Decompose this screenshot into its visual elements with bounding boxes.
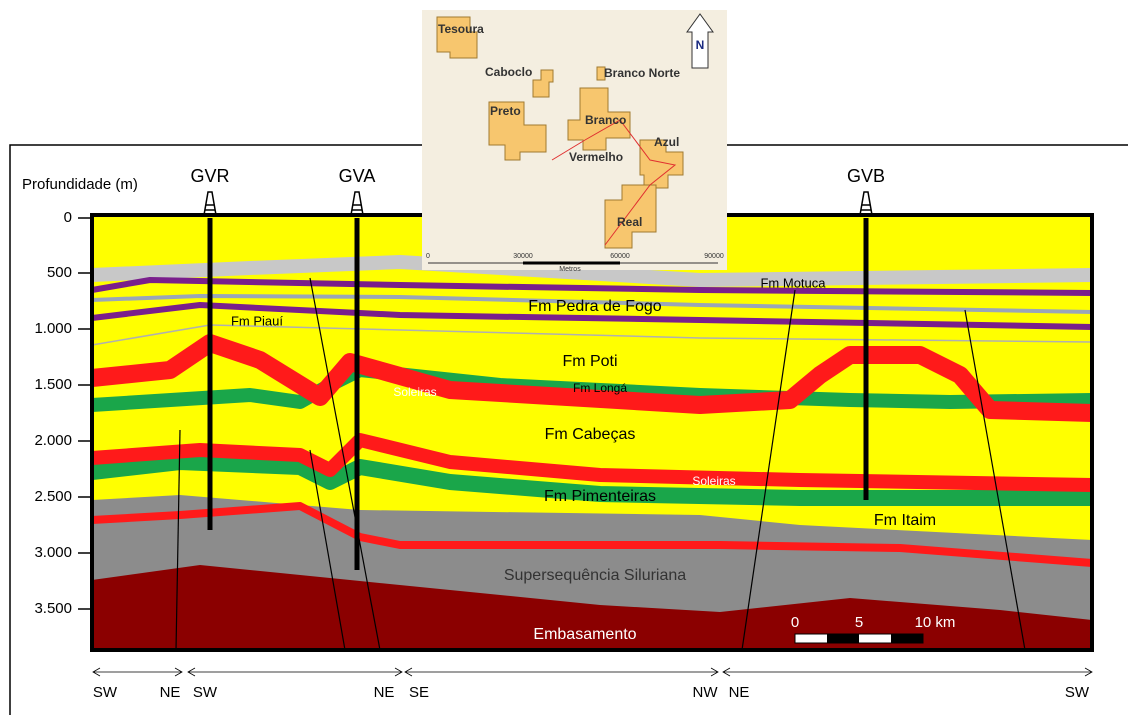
tick-label: 2.000 xyxy=(34,432,72,449)
direction-label: SW xyxy=(93,684,118,701)
formation-label: Soleiras xyxy=(692,474,735,488)
map-scale-label: 0 xyxy=(426,253,430,260)
map-scale-unit: Metros xyxy=(559,266,581,273)
field-label: Branco Norte xyxy=(604,66,680,80)
tick-label: 2.500 xyxy=(34,488,72,505)
well-label: GVB xyxy=(847,166,885,186)
tick-label: 1.500 xyxy=(34,376,72,393)
formation-label: Fm Poti xyxy=(562,353,617,370)
tick-label: 3.000 xyxy=(34,544,72,561)
axis-title: Profundidade (m) xyxy=(22,176,138,193)
field-label: Preto xyxy=(490,104,521,118)
field-label: Caboclo xyxy=(485,65,532,79)
scale-label: 10 km xyxy=(915,614,956,631)
well-label: GVA xyxy=(339,166,376,186)
cross-section: GVR GVA GVB Profundidade (m) 0 500 1.000… xyxy=(0,0,1128,715)
map-scale-label: 60000 xyxy=(610,253,630,260)
tick-label: 500 xyxy=(47,264,72,281)
scale-label: 5 xyxy=(855,614,863,631)
map-scale-label: 90000 xyxy=(704,253,724,260)
tick-label: 1.000 xyxy=(34,320,72,337)
formation-label: Fm Longá xyxy=(573,381,627,395)
formation-label: Fm Piauí xyxy=(231,313,283,328)
formation-label: Supersequência Siluriana xyxy=(504,567,686,584)
direction-arrows xyxy=(93,668,1092,676)
formation-label: Soleiras xyxy=(393,385,436,399)
direction-label: NE xyxy=(374,684,395,701)
depth-ticks: 0 500 1.000 1.500 2.000 2.500 3.000 3.50… xyxy=(34,209,72,617)
formation-label: Embasamento xyxy=(533,626,636,643)
field-label: Azul xyxy=(654,135,679,149)
formation-label: Fm Motuca xyxy=(760,275,826,290)
north-label: N xyxy=(696,38,705,52)
map-scale-label: 30000 xyxy=(513,253,533,260)
direction-labels: SW NE SW NE SE NW NE SW xyxy=(93,684,1090,701)
field-label: Branco xyxy=(585,113,626,127)
tick-label: 3.500 xyxy=(34,600,72,617)
direction-label: SW xyxy=(193,684,218,701)
well-label: GVR xyxy=(190,166,229,186)
inset-map: Tesoura Caboclo Branco Norte Preto Branc… xyxy=(422,10,727,273)
formation-label: Fm Pedra de Fogo xyxy=(528,298,662,315)
scale-label: 0 xyxy=(791,614,799,631)
field-label: Vermelho xyxy=(569,150,623,164)
direction-label: NE xyxy=(160,684,181,701)
formation-label: Fm Itaim xyxy=(874,512,936,529)
direction-label: NW xyxy=(693,684,719,701)
direction-label: SW xyxy=(1065,684,1090,701)
field-label: Real xyxy=(617,215,642,229)
direction-label: NE xyxy=(729,684,750,701)
field-label: Tesoura xyxy=(438,22,484,36)
formation-label: Fm Cabeças xyxy=(545,426,636,443)
formation-label: Fm Pimenteiras xyxy=(544,488,656,505)
direction-label: SE xyxy=(409,684,429,701)
tick-label: 0 xyxy=(64,209,72,226)
